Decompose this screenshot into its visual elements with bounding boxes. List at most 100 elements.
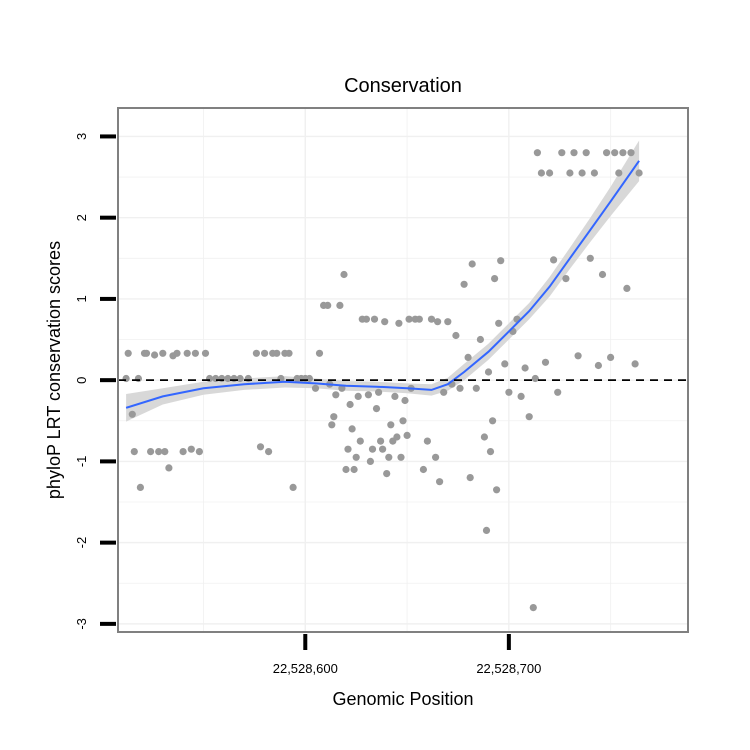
data-point	[391, 392, 399, 400]
data-point	[554, 388, 562, 396]
data-point	[607, 353, 615, 361]
data-point	[476, 335, 484, 344]
data-point	[594, 361, 603, 370]
plot-panel	[117, 107, 689, 633]
data-point	[537, 169, 546, 177]
chart-title: Conservation	[344, 75, 462, 97]
data-point	[265, 448, 273, 456]
data-point	[165, 464, 173, 472]
data-point	[195, 448, 203, 456]
data-point	[364, 391, 372, 399]
data-point	[570, 149, 578, 157]
data-point	[366, 457, 374, 465]
data-point	[128, 410, 136, 418]
y-tick-label: -1	[74, 456, 89, 468]
x-tick-label: 22,528,600	[273, 661, 338, 676]
panel-background	[118, 108, 688, 632]
data-point	[130, 448, 138, 456]
data-point	[590, 169, 599, 177]
y-tick-label: 2	[74, 214, 89, 221]
data-point	[456, 384, 464, 392]
data-point	[550, 256, 558, 264]
data-point	[541, 358, 550, 366]
panel-border	[117, 107, 689, 633]
data-point	[252, 349, 260, 357]
data-point	[491, 275, 499, 283]
data-point	[484, 368, 493, 376]
data-point	[562, 275, 570, 283]
data-point	[444, 318, 452, 326]
data-point	[236, 374, 244, 383]
data-point	[136, 483, 144, 491]
data-point	[582, 149, 590, 157]
y-axis-title: phyloP LRT conservation scores	[44, 241, 64, 499]
y-tick-label: -2	[74, 537, 89, 549]
data-point	[586, 254, 594, 262]
data-point	[489, 417, 497, 425]
data-point	[405, 315, 413, 323]
data-point	[362, 315, 370, 323]
data-point	[558, 149, 566, 157]
data-point	[344, 445, 352, 453]
data-point	[173, 349, 181, 357]
data-point	[472, 384, 480, 392]
data-point	[383, 470, 391, 478]
data-point	[464, 353, 472, 361]
data-point	[354, 392, 362, 400]
data-point	[480, 433, 488, 441]
data-point	[381, 318, 389, 326]
data-point	[348, 425, 356, 433]
data-point	[486, 448, 495, 456]
data-point	[452, 331, 460, 340]
data-point	[324, 301, 332, 309]
data-point	[529, 604, 537, 612]
data-point	[627, 149, 635, 157]
data-point	[495, 319, 503, 327]
data-point	[187, 445, 195, 453]
data-point	[623, 284, 631, 292]
data-point	[350, 465, 358, 474]
data-point	[342, 465, 350, 474]
y-tick-label: -3	[74, 618, 89, 630]
data-point	[346, 400, 354, 409]
data-point	[191, 349, 199, 357]
data-point	[497, 257, 505, 265]
data-point	[183, 349, 191, 357]
data-point	[501, 360, 509, 368]
data-point	[289, 483, 297, 491]
data-point	[161, 448, 169, 456]
data-point	[340, 270, 348, 279]
data-point	[611, 149, 619, 157]
data-point	[468, 260, 476, 268]
data-point	[356, 437, 364, 445]
data-point	[159, 349, 167, 357]
data-point	[330, 413, 338, 421]
y-tick-label: 0	[74, 377, 89, 384]
data-point	[370, 315, 379, 323]
data-point	[147, 448, 155, 456]
data-point	[397, 453, 405, 461]
data-point	[415, 315, 423, 323]
data-point	[432, 453, 440, 461]
data-point	[574, 352, 582, 360]
data-point	[546, 169, 554, 177]
data-point	[531, 374, 539, 383]
data-point	[315, 349, 324, 357]
data-point	[332, 391, 340, 399]
data-point	[124, 349, 132, 357]
data-point	[603, 149, 611, 157]
data-point	[598, 270, 607, 279]
data-point	[505, 388, 513, 396]
data-point	[566, 169, 574, 177]
data-point	[372, 405, 381, 413]
data-point	[151, 351, 159, 359]
smooth-fit-line	[125, 160, 640, 409]
data-point	[517, 392, 525, 400]
data-point	[336, 301, 344, 309]
data-point	[261, 349, 269, 357]
data-point	[273, 349, 281, 357]
data-point	[615, 169, 623, 177]
data-point	[155, 448, 163, 456]
x-tick-label: 22,528,700	[476, 661, 541, 676]
